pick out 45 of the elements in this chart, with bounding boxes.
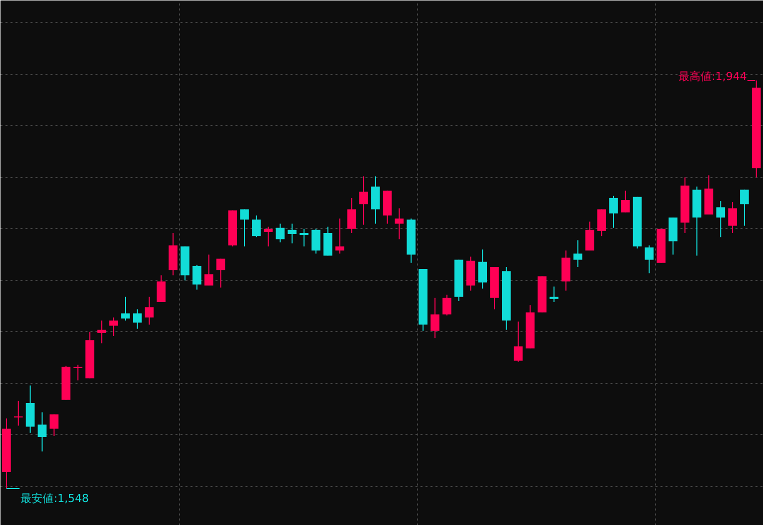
candlestick [442,294,452,316]
candlestick [668,217,678,256]
candlestick [644,244,654,274]
candlestick [359,176,368,226]
annotation: 最高値:1,944 [678,70,747,83]
candlestick [144,296,154,326]
candlestick [597,208,606,237]
candlestick [621,190,630,213]
candlestick [585,221,594,251]
candlestick [478,248,487,290]
candlestick [716,200,726,238]
candlestick [347,197,356,234]
candlestick [132,308,142,330]
candlestick [38,412,47,452]
candlestick [216,258,226,288]
candlestick [26,384,35,434]
candlestick [192,264,202,290]
candlestick [73,364,82,381]
candlestick [109,316,118,337]
candlestick [335,218,344,254]
candlestick [371,176,380,224]
candlestick [740,189,749,226]
candlestick [264,226,273,247]
candlestick [514,321,523,362]
candlestick [562,250,570,292]
text: 最安値:1,548 [20,492,89,505]
candlestick [609,195,618,228]
candlestick [312,228,320,254]
candlestick [300,228,308,247]
candlestick [430,297,440,339]
candlestick [252,214,261,238]
candlestick [573,240,582,268]
candlestick [728,202,737,234]
candlestick [240,208,249,247]
candlestick [50,414,58,436]
candlestick [276,223,285,243]
candlestick [97,320,106,344]
candlestick [121,296,130,322]
candlestick [288,223,297,244]
candlestick [14,400,23,426]
candlestick [394,208,404,240]
candlestick [204,254,214,286]
candlestick [550,286,558,303]
candlestick [156,274,166,303]
candlestick [323,226,332,256]
